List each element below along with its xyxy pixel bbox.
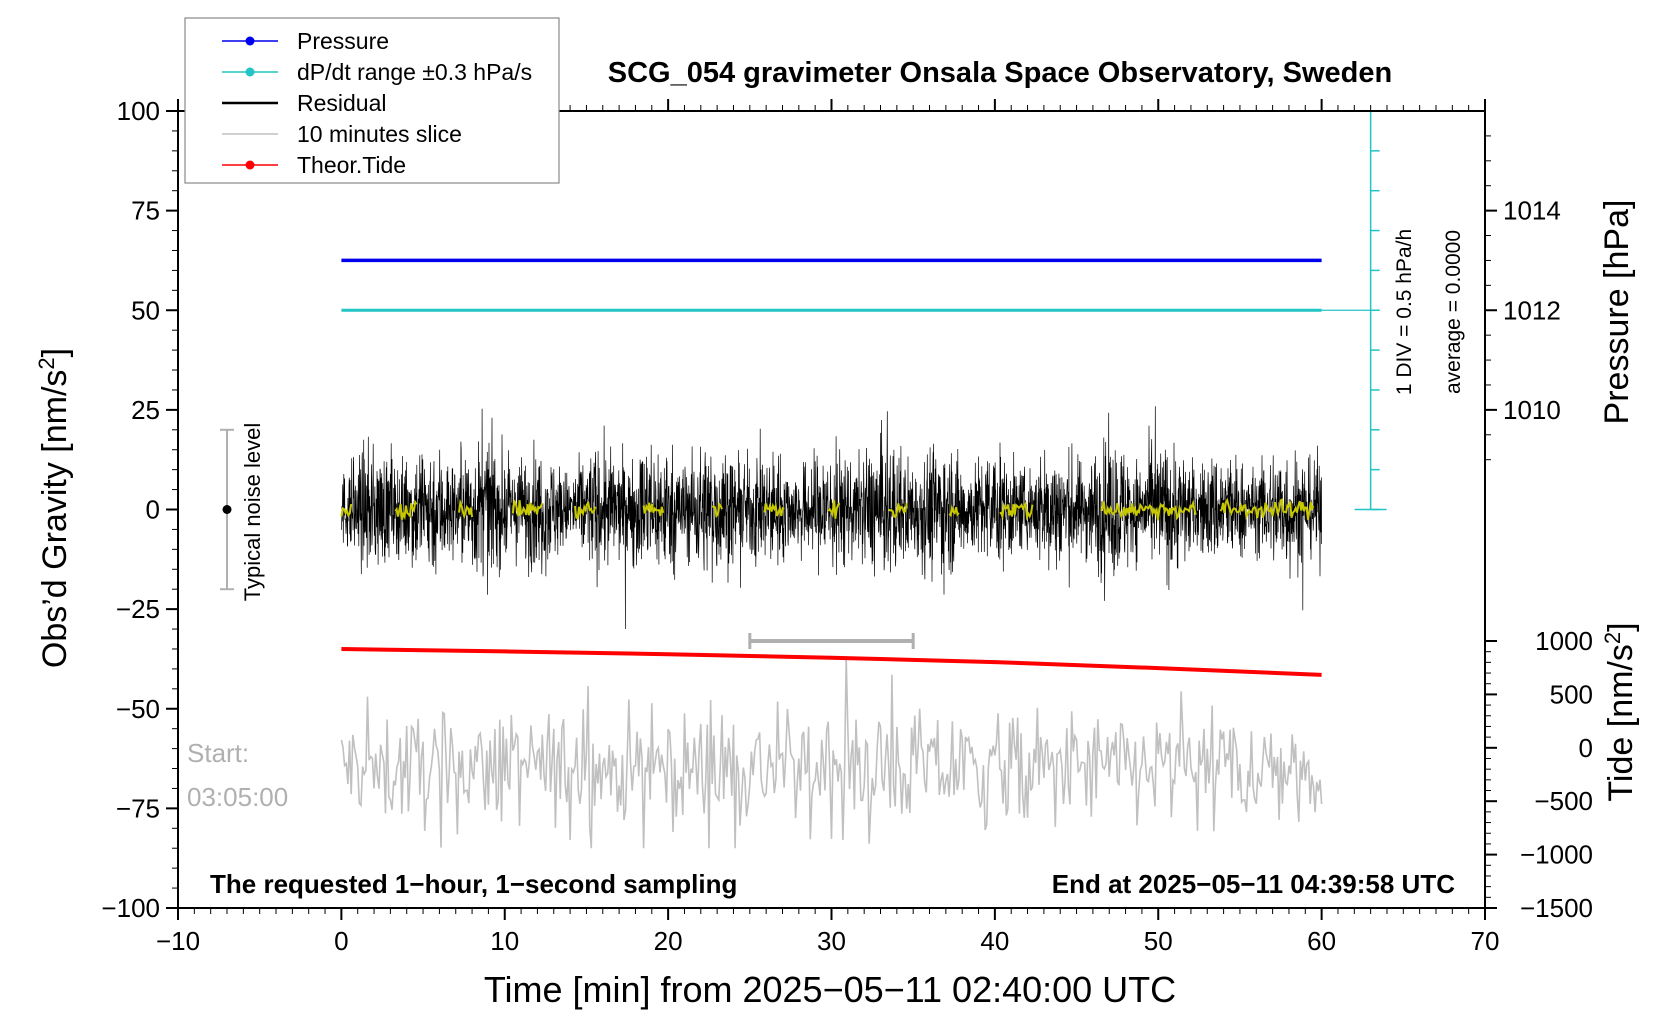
x-tick-label: 0 — [334, 926, 348, 956]
smoothed-trace — [642, 502, 665, 517]
tide-tick-label: −1000 — [1520, 840, 1593, 870]
smoothed-trace — [574, 501, 597, 520]
legend-label: Pressure — [297, 28, 389, 54]
y-tick-label: −100 — [101, 893, 160, 923]
legend-label: Theor.Tide — [297, 152, 406, 178]
noise-level-label: Typical noise level — [240, 423, 265, 602]
y-tick-label: −75 — [116, 793, 160, 823]
x-tick-label: 40 — [980, 926, 1009, 956]
y-axis-label-left-sup: 2 — [34, 357, 59, 369]
x-tick-label: 60 — [1307, 926, 1336, 956]
tide-tick-label: −1500 — [1520, 893, 1593, 923]
y-tick-label: 75 — [131, 196, 160, 226]
smoothed-trace — [511, 499, 544, 517]
smoothed-trace — [340, 503, 353, 518]
smoothed-trace — [999, 500, 1034, 521]
x-tick-label: 20 — [654, 926, 683, 956]
y-tick-label: −25 — [116, 594, 160, 624]
start-time: 03:05:00 — [187, 782, 288, 812]
tide-tick-label: 0 — [1579, 733, 1593, 763]
legend: Pressure dP/dt range ±0.3 hPa/s Residual 10… — [184, 17, 560, 184]
legend-label: dP/dt range ±0.3 hPa/s — [297, 59, 532, 85]
x-tick-label: 70 — [1471, 926, 1500, 956]
footer-right: End at 2025−05−11 04:39:58 UTC — [1052, 869, 1455, 899]
pressure-average-label: average = 0.0000 — [1442, 230, 1465, 394]
x-tick-label: 30 — [817, 926, 846, 956]
residual-trace — [341, 406, 1322, 630]
smoothed-trace — [1100, 499, 1197, 521]
x-axis-label: Time [min] from 2025−05−11 02:40:00 UTC — [484, 969, 1176, 1010]
legend-marker — [245, 36, 255, 46]
legend-marker — [245, 67, 255, 77]
legend-marker — [245, 160, 255, 170]
chart-title: SCG_054 gravimeter Onsala Space Observat… — [608, 57, 1392, 89]
y-tick-label: 0 — [146, 495, 160, 525]
y-tick-label: −50 — [116, 694, 160, 724]
legend-label: Residual — [297, 90, 387, 116]
slice-trace — [340, 656, 1323, 849]
smoothed-trace — [1219, 497, 1315, 521]
pressure-tick-label: 1012 — [1503, 295, 1561, 325]
tide-tick-label: −500 — [1534, 786, 1593, 816]
noise-bar-center — [222, 505, 232, 514]
y-tick-label: 100 — [117, 96, 160, 126]
tide-tick-label: 500 — [1550, 679, 1593, 709]
x-tick-label: 10 — [490, 926, 519, 956]
x-tick-label: −10 — [156, 926, 200, 956]
pressure-tick-label: 1010 — [1503, 395, 1561, 425]
tide-tick-label: 1000 — [1535, 626, 1593, 656]
smoothed-trace — [763, 502, 785, 517]
smoothed-trace — [458, 498, 474, 520]
y-axis-label-pressure: Pressure [hPa] — [1598, 200, 1636, 425]
smoothed-trace — [888, 502, 908, 519]
start-label: Start: — [187, 738, 249, 768]
smoothed-trace — [827, 500, 841, 519]
smoothed-trace — [948, 504, 960, 518]
y-axis-label-left: Obs’d Gravity [nm/s2] — [34, 348, 75, 668]
pressure-scale-label: 1 DIV = 0.5 hPa/h — [1393, 229, 1416, 395]
smoothed-trace — [394, 499, 418, 521]
smoothed-trace — [711, 502, 723, 518]
y-tick-label: 50 — [131, 295, 160, 325]
footer-left: The requested 1−hour, 1−second sampling — [210, 869, 737, 899]
y-tick-label: 25 — [131, 395, 160, 425]
pressure-tick-label: 1014 — [1503, 196, 1561, 226]
legend-box — [184, 17, 560, 184]
y-axis-label-tide: Tide [nm/s2] — [1600, 622, 1641, 801]
x-tick-label: 50 — [1144, 926, 1173, 956]
tide-line — [341, 647, 1322, 677]
legend-label: 10 minutes slice — [297, 121, 462, 147]
y-axis-label-tide-sup: 2 — [1600, 632, 1625, 644]
